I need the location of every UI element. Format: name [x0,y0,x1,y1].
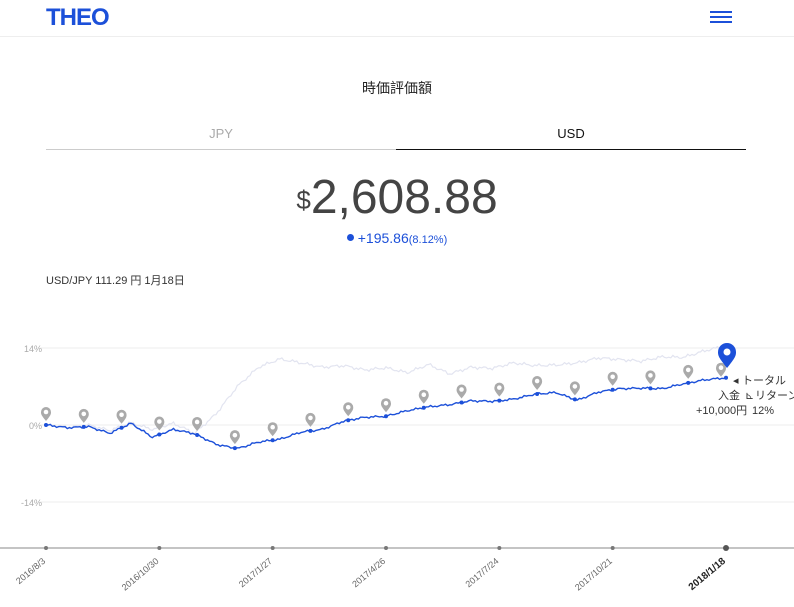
legend-deposit-value: +10,000円 [696,405,747,417]
header: THEO [0,0,794,37]
change-value: +195.86 [357,230,409,246]
return-point [459,400,464,405]
hamburger-menu-icon[interactable] [710,11,732,25]
deposit-pin-icon [683,364,694,379]
deposit-pin-icon [192,416,203,431]
return-dots [44,375,728,451]
x-tick-dot [384,546,388,550]
valuation-change: +195.86(8.12%) [0,230,794,246]
return-point [195,432,200,437]
return-point [724,375,728,380]
return-point [686,380,691,385]
x-axis: 2016/8/3 2016/10/30 2017/1/27 2017/4/26 2017… [0,545,794,593]
return-point [44,423,48,427]
x-tick-label: 2016/8/3 [14,556,47,586]
exchange-rate: USD/JPY 111.29 円 1月18日 [46,275,185,287]
current-marker[interactable] [718,343,736,368]
deposit-pin-icon [381,398,391,413]
deposit-pin-icon [607,371,618,386]
x-tick-label: 2017/7/24 [464,556,501,589]
x-tick-label: 2017/1/27 [237,556,274,589]
valuation-amount: $2,608.88 [0,170,794,225]
return-point [270,438,275,443]
deposit-pin-icon [494,382,505,397]
x-tick-label: 2017/10/21 [573,556,614,593]
change-dot-icon [346,234,354,241]
legend-total: トータル [742,374,786,387]
x-tick-label: 2017/4/26 [350,556,387,589]
return-point [648,386,653,391]
x-tick-dot [610,546,615,550]
x-tick-dot [157,546,162,550]
deposit-pin-icon [456,384,467,399]
x-tick-dot [723,545,729,551]
deposit-pins [41,362,726,445]
return-point [610,387,615,392]
legend-total-arrow-icon: ◂ [733,375,739,387]
deposit-pin-icon [532,376,543,391]
deposit-pin-icon [41,407,51,421]
y-tick-label: -14% [21,498,42,508]
return-point [346,418,351,423]
currency-tabs: JPY USD [46,126,746,150]
legend-return-arrow-icon: ⊾ [745,390,754,402]
return-point [81,424,86,429]
return-point [572,397,577,402]
amount-value: 2,608.88 [310,171,498,224]
y-tick-label: 0% [29,421,42,431]
y-axis-labels: 14% 0% -14% [21,344,42,508]
deposit-pin-icon [267,422,278,437]
page-title: 時価評価額 [362,80,432,96]
benchmark-line [45,345,727,435]
return-point [384,414,388,419]
deposit-pin-icon [645,370,656,385]
tab-jpy[interactable]: JPY [46,126,396,150]
return-point [308,428,313,433]
x-tick-label: 2016/10/30 [120,556,161,593]
deposit-pin-icon [569,381,580,396]
deposit-pin-icon [343,402,354,417]
legend-return-value: 12% [752,405,774,417]
return-point [232,446,237,451]
deposit-pin-icon [78,408,89,423]
legend-deposit: 入金 [718,388,740,402]
legend-return: リターン [755,389,794,402]
y-tick-label: 14% [24,344,42,354]
deposit-pin-icon [229,430,240,445]
x-tick-label: 2018/1/18 [687,556,728,593]
tab-usd[interactable]: USD [396,126,746,150]
deposit-pin-icon [418,389,429,404]
x-tick-dot [270,546,275,550]
return-point [119,425,124,430]
change-percent: (8.12%) [408,234,448,246]
return-point [497,398,502,403]
currency-symbol: $ [296,185,311,215]
x-tick-dot [44,546,48,550]
chart-grid [40,347,794,503]
deposit-pin-icon [116,409,127,424]
return-point [421,405,426,410]
return-line [46,377,727,450]
chart-legend: ◂ トータル 入金 ⊾ リターン +10,000円 12% [696,374,794,417]
return-point [535,392,540,397]
x-tick-dot [497,546,502,550]
return-point [157,432,162,437]
theo-logo[interactable]: THEO [46,4,110,31]
